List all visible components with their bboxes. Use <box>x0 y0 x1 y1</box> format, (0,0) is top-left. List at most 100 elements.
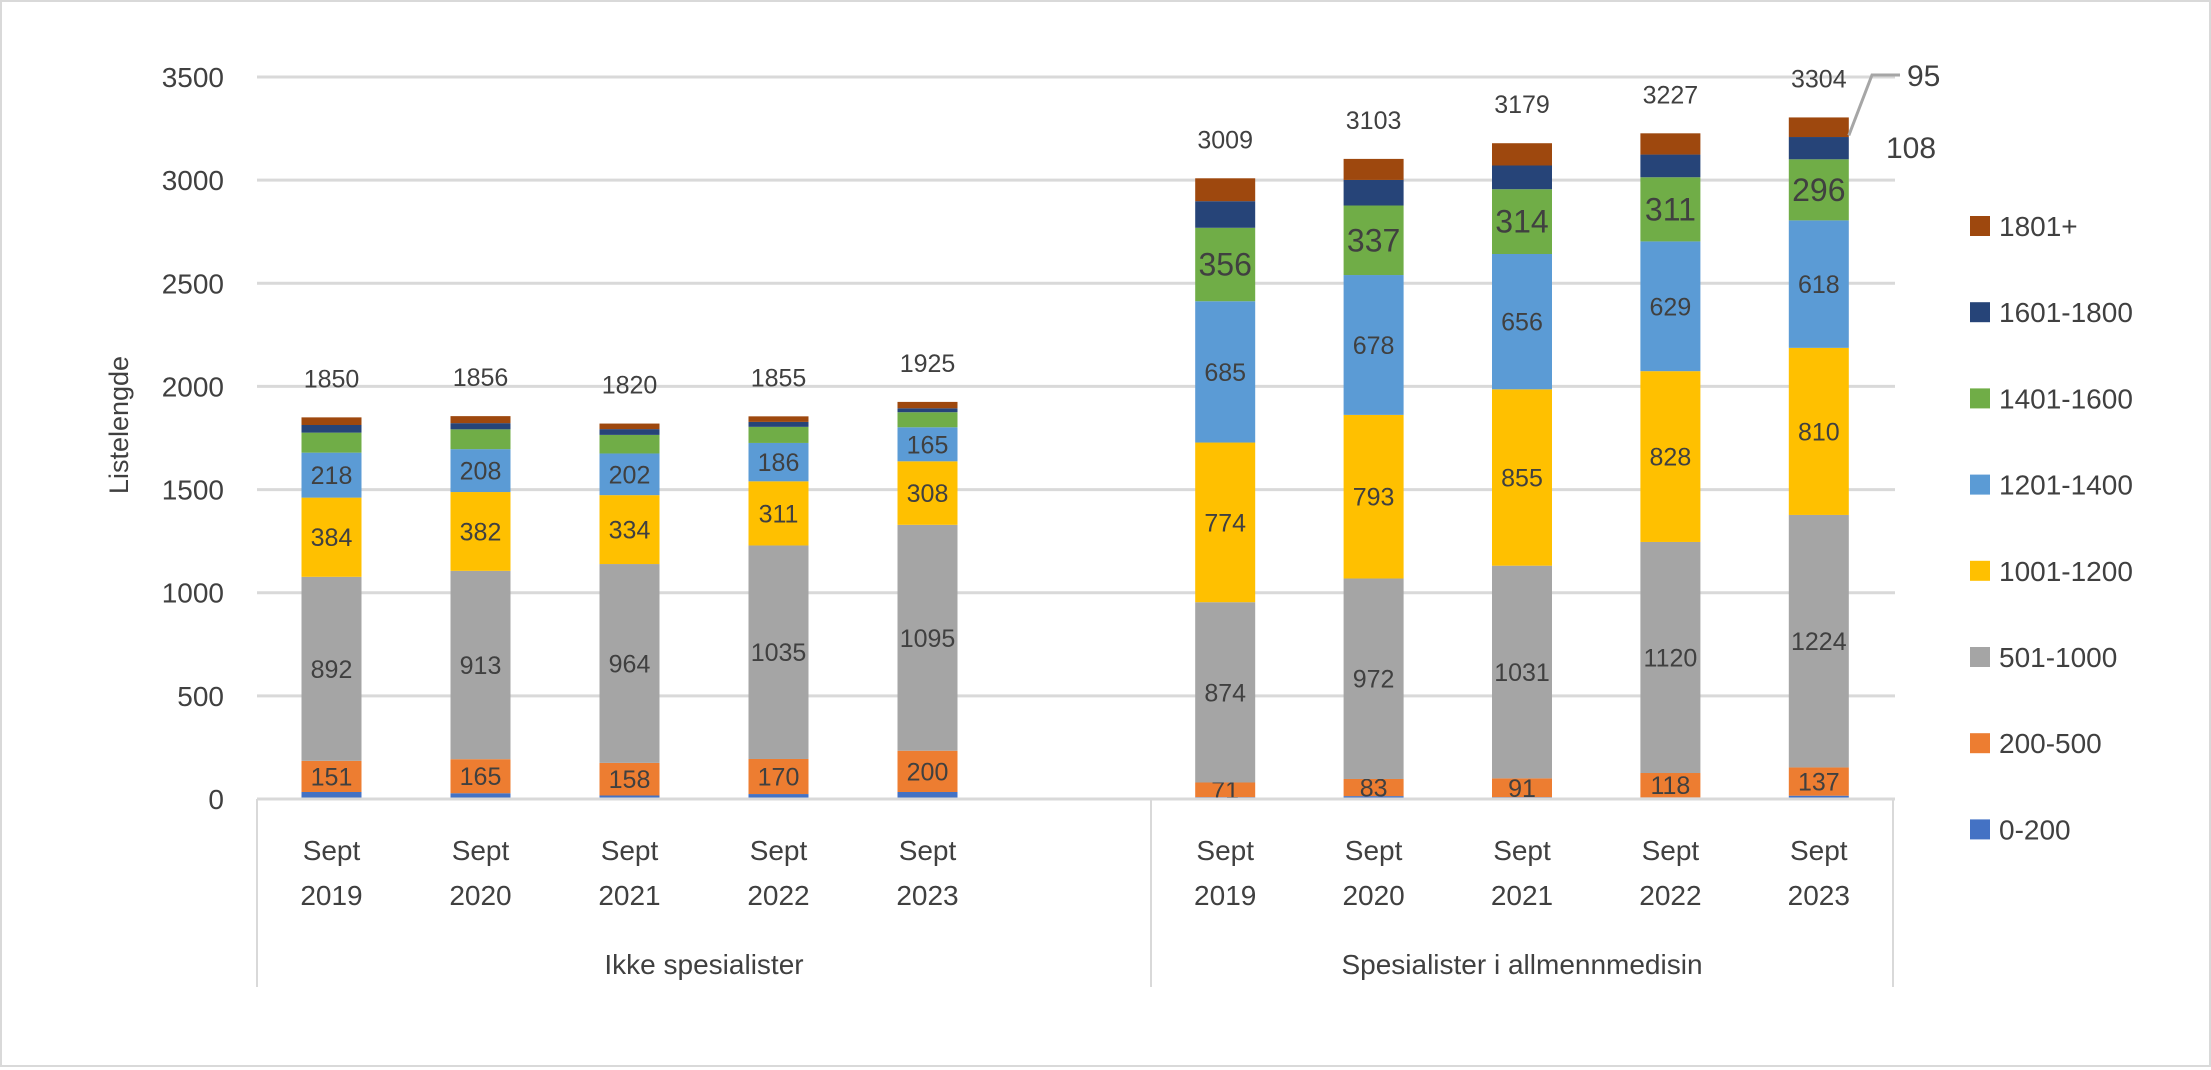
bar-segment-0-200 <box>897 791 958 799</box>
bar-segment-200-500 <box>1788 767 1849 796</box>
legend-item-501-1000: 501-1000 <box>1970 642 2117 673</box>
bar-segment-1601-1800 <box>748 421 809 427</box>
y-axis-title: Listelengde <box>104 356 134 494</box>
x-tick-label: 2019 <box>300 880 362 911</box>
y-tick-label: 0 <box>208 784 224 815</box>
bar-segment-501-1000 <box>599 564 660 763</box>
bar-segment-1801+ <box>1195 178 1256 202</box>
bar-segment-1201-1400 <box>450 449 511 493</box>
bar-segment-1801+ <box>1640 133 1701 155</box>
data-label: 972 <box>1353 666 1395 694</box>
total-label: 3304 <box>1791 65 1847 93</box>
legend-label: 1001-1200 <box>1999 556 2133 587</box>
bar-segment-1001-1200 <box>1640 371 1701 542</box>
x-tick-label: 2023 <box>1788 880 1850 911</box>
bar-segment-1601-1800 <box>1640 154 1701 178</box>
legend-label: 1401-1600 <box>1999 383 2133 414</box>
legend-swatch <box>1970 302 1990 323</box>
bar-segment-1401-1600 <box>1492 189 1552 254</box>
bar-segment-0-200 <box>301 791 362 799</box>
x-tick-label: 2023 <box>896 880 958 911</box>
y-tick-label: 2500 <box>162 268 224 299</box>
bar-segment-1401-1600 <box>1195 227 1256 302</box>
bar-segment-501-1000 <box>1640 541 1701 774</box>
bar-segment-1201-1400 <box>1343 275 1404 415</box>
legend-item-0-200: 0-200 <box>1970 814 2071 845</box>
x-tick-label: Sept <box>1345 835 1403 866</box>
total-label: 3179 <box>1494 91 1550 119</box>
x-tick-label: Sept <box>899 835 957 866</box>
legend-label: 200-500 <box>1999 728 2102 759</box>
legend-item-1001-1200: 1001-1200 <box>1970 556 2133 587</box>
legend: 1801+ 1601-1800 1401-1600 1201-1400 1001-120… <box>1970 211 2133 845</box>
y-tick-label: 1500 <box>162 475 224 506</box>
bar-segment-1001-1200 <box>897 461 958 525</box>
data-label: 629 <box>1650 293 1692 321</box>
data-label: 793 <box>1353 484 1395 512</box>
bar-segment-1001-1200 <box>301 497 362 577</box>
legend-swatch <box>1970 388 1990 409</box>
x-tick-label: Sept <box>452 835 510 866</box>
bar-segment-1601-1800 <box>301 425 362 433</box>
bar-segment-1601-1800 <box>1492 165 1552 190</box>
bar-segment-1601-1800 <box>1788 137 1849 160</box>
data-label: 810 <box>1798 418 1840 446</box>
bar-segment-1401-1600 <box>301 432 362 453</box>
data-label: 337 <box>1347 222 1400 258</box>
legend-swatch <box>1970 216 1990 236</box>
data-label: 311 <box>1645 191 1696 227</box>
legend-swatch <box>1970 647 1990 667</box>
bar-segment-200-500 <box>1640 773 1701 798</box>
bar-segment-501-1000 <box>748 545 809 759</box>
bar-segment-1001-1200 <box>748 481 809 546</box>
bar-segment-1801+ <box>1492 143 1552 166</box>
bar-segment-1201-1400 <box>1195 301 1256 443</box>
y-axis-ticks: 0 500 1000 1500 2000 2500 3000 3500 <box>162 62 224 815</box>
bar-segment-200-500 <box>1195 782 1256 798</box>
x-tick-label: Sept <box>1790 835 1848 866</box>
x-axis: Sept 2019 Sept 2020 Sept 2021 Sept 2022 Sept 2023… <box>256 797 1894 987</box>
legend-label: 1801+ <box>1999 211 2078 242</box>
data-label: 685 <box>1204 359 1246 387</box>
x-tick-label: Sept <box>750 835 808 866</box>
bar-segment-1201-1400 <box>599 453 660 496</box>
legend-label: 1601-1800 <box>1999 297 2133 328</box>
x-tick-label: 2019 <box>1194 880 1256 911</box>
bar-segment-1401-1600 <box>1788 159 1849 221</box>
bar-segment-1401-1600 <box>1640 177 1701 242</box>
bar-segment-1601-1800 <box>450 423 511 430</box>
bar-segment-200-500 <box>301 760 362 792</box>
data-label: 678 <box>1353 332 1395 360</box>
data-label: 165 <box>907 431 949 459</box>
data-label: 656 <box>1501 309 1543 337</box>
bar-segment-1001-1200 <box>1788 347 1849 515</box>
legend-swatch <box>1970 733 1990 754</box>
bar-segment-1401-1600 <box>1343 205 1404 276</box>
bar-segment-1601-1800 <box>1195 201 1256 228</box>
bar-segment-0-200 <box>748 794 809 799</box>
total-label: 3009 <box>1197 126 1253 154</box>
bar-segment-1001-1200 <box>1492 389 1552 566</box>
callout-label: 108 <box>1886 132 1936 165</box>
bar-segment-1801+ <box>450 416 511 424</box>
data-label: 170 <box>758 764 800 792</box>
total-label: 1850 <box>304 365 360 393</box>
bar-segment-501-1000 <box>897 524 958 751</box>
data-label: 202 <box>609 461 651 489</box>
data-label: 208 <box>460 458 502 486</box>
x-tick-label: 2020 <box>1342 880 1404 911</box>
data-label: 186 <box>758 449 800 477</box>
bar-segment-200-500 <box>1492 778 1552 798</box>
y-tick-label: 1000 <box>162 578 224 609</box>
data-label: 892 <box>311 656 353 684</box>
legend-swatch <box>1970 560 1990 581</box>
bar-segment-1801+ <box>897 401 958 409</box>
bar-segment-1001-1200 <box>450 492 511 571</box>
data-label: 855 <box>1501 465 1543 493</box>
bar-segment-1201-1400 <box>897 427 958 462</box>
data-label: 165 <box>460 763 502 791</box>
x-tick-label: 2022 <box>747 880 809 911</box>
bar-segment-1801+ <box>1788 117 1849 138</box>
